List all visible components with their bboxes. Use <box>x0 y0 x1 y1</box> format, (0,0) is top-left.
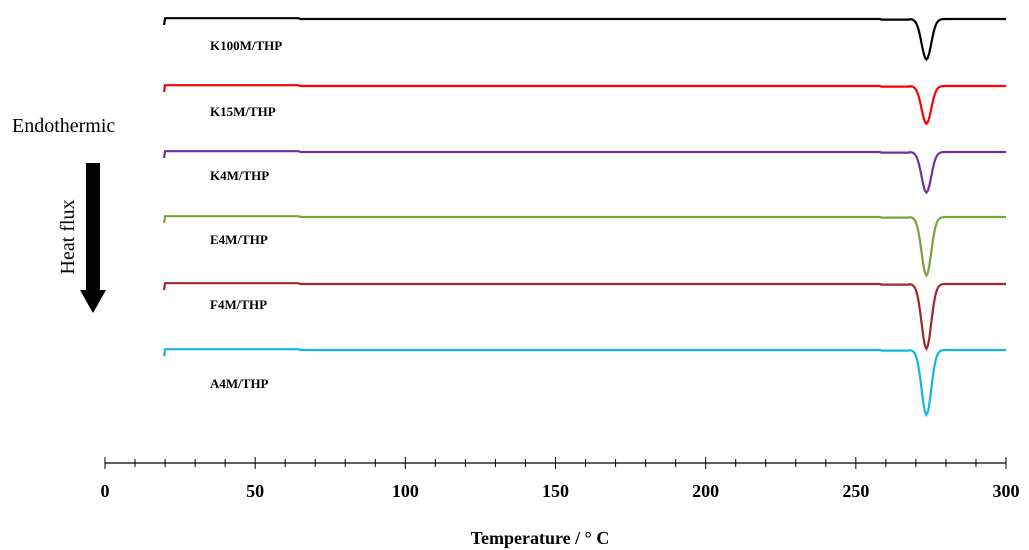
series-label: E4M/THP <box>210 232 268 247</box>
heat-flux-arrow-shaft <box>86 163 100 291</box>
curves-group <box>162 17 1006 418</box>
series-label: F4M/THP <box>210 297 267 312</box>
series-line-k100m-thp <box>162 17 1006 62</box>
series-line-f4m-thp <box>162 282 1006 352</box>
series-line-k15m-thp <box>162 84 1006 126</box>
series-label: K100M/THP <box>210 38 282 53</box>
heat-flux-annotation: Heat flux <box>57 200 79 275</box>
x-tick-label: 50 <box>246 481 264 501</box>
series-line-e4m-thp <box>162 215 1006 278</box>
series-labels-group: K100M/THP K15M/THP K4M/THP E4M/THP F4M/THP A4… <box>210 38 282 391</box>
endothermic-annotation: Endothermic <box>12 115 115 137</box>
heat-flux-arrow-head <box>80 290 106 313</box>
x-tick-label: 250 <box>842 481 869 501</box>
x-tick-label: 150 <box>542 481 569 501</box>
series-label: A4M/THP <box>210 376 269 391</box>
series-line-a4m-thp <box>162 348 1006 418</box>
series-line-k4m-thp <box>162 150 1006 195</box>
heat-flux-arrow <box>80 163 106 313</box>
x-tick-label: 100 <box>392 481 419 501</box>
series-label: K4M/THP <box>210 168 269 183</box>
x-axis: 0 50 100 150 200 250 300 <box>101 457 1020 501</box>
x-tick-label: 200 <box>692 481 719 501</box>
x-tick-label: 300 <box>993 481 1020 501</box>
series-label: K15M/THP <box>210 104 276 119</box>
x-axis-title: Temperature / ° C <box>471 528 610 548</box>
x-tick-label: 0 <box>101 481 110 501</box>
